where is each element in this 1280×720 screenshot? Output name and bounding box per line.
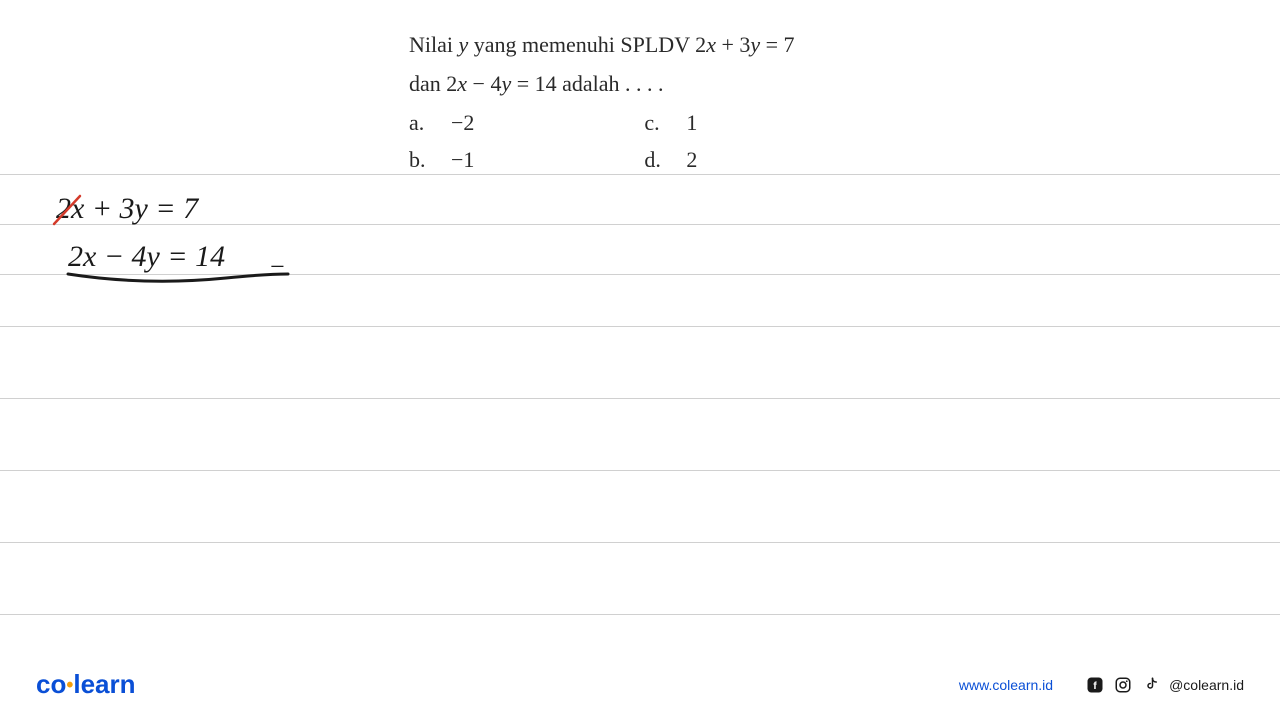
option-label: a.	[409, 106, 429, 139]
text: Nilai	[409, 32, 459, 57]
tiktok-icon	[1141, 675, 1161, 695]
website-url: www.colearn.id	[959, 677, 1053, 693]
text: = 14 adalah . . . .	[511, 71, 663, 96]
text: = 7	[760, 32, 794, 57]
text: yang memenuhi SPLDV 2	[468, 32, 706, 57]
red-strike-mark	[50, 192, 86, 228]
ruled-line	[0, 470, 1280, 471]
social-handle: @colearn.id	[1169, 677, 1244, 693]
var-y: y	[459, 32, 469, 57]
options-col-left: a. −2 b. −1	[409, 106, 474, 176]
option-label: c.	[644, 106, 664, 139]
text: + 3	[716, 32, 750, 57]
option-a: a. −2	[409, 106, 474, 139]
logo-learn: learn	[73, 669, 135, 699]
options-col-right: c. 1 d. 2	[644, 106, 697, 176]
question-line-1: Nilai y yang memenuhi SPLDV 2x + 3y = 7	[409, 28, 871, 61]
social-icons: f @colearn.id	[1085, 675, 1244, 695]
option-value: 2	[686, 143, 697, 176]
question-box: Nilai y yang memenuhi SPLDV 2x + 3y = 7 …	[385, 18, 895, 190]
footer-right: www.colearn.id f @colearn.id	[959, 675, 1244, 695]
svg-text:f: f	[1093, 679, 1097, 691]
option-value: −1	[451, 143, 474, 176]
ruled-line	[0, 614, 1280, 615]
option-value: −2	[451, 106, 474, 139]
text: − 4	[467, 71, 501, 96]
var-y: y	[750, 32, 760, 57]
option-value: 1	[686, 106, 697, 139]
var-x: x	[457, 71, 467, 96]
instagram-icon	[1113, 675, 1133, 695]
brand-logo: co•learn	[36, 669, 136, 700]
var-y: y	[501, 71, 511, 96]
option-label: d.	[644, 143, 664, 176]
option-label: b.	[409, 143, 429, 176]
var-x: x	[706, 32, 716, 57]
option-d: d. 2	[644, 143, 697, 176]
footer: co•learn www.colearn.id f @colearn.id	[0, 669, 1280, 700]
ruled-line	[0, 326, 1280, 327]
options-container: a. −2 b. −1 c. 1 d. 2	[409, 106, 871, 176]
ruled-line	[0, 398, 1280, 399]
facebook-icon: f	[1085, 675, 1105, 695]
ruled-line	[0, 174, 1280, 175]
option-c: c. 1	[644, 106, 697, 139]
ruled-line	[0, 542, 1280, 543]
text: dan 2	[409, 71, 457, 96]
option-b: b. −1	[409, 143, 474, 176]
logo-co: co	[36, 669, 66, 699]
handwriting-line-2: 2x − 4y = 14	[68, 240, 225, 274]
underline-curve	[66, 272, 292, 288]
question-line-2: dan 2x − 4y = 14 adalah . . . .	[409, 67, 871, 100]
